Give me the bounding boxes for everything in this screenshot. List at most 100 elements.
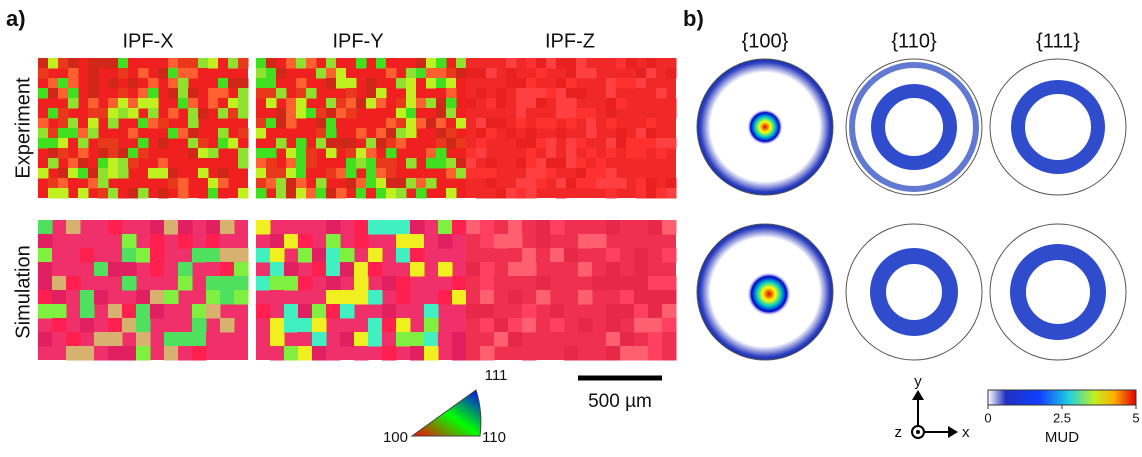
grain	[178, 188, 189, 199]
grain	[566, 108, 577, 119]
panel-label: b)	[683, 6, 704, 31]
grain	[188, 88, 199, 99]
grain	[424, 290, 439, 305]
grain	[354, 276, 369, 291]
grain	[266, 88, 277, 99]
grain	[38, 332, 53, 347]
grain	[88, 178, 99, 189]
grain	[486, 98, 497, 109]
grain	[276, 88, 287, 99]
grain	[452, 332, 467, 347]
grain	[386, 128, 397, 139]
grain	[376, 108, 387, 119]
axis-label: z	[895, 424, 903, 441]
grain	[94, 248, 109, 263]
grain	[592, 262, 607, 277]
grain	[78, 128, 89, 139]
ipf-maps	[38, 58, 677, 361]
grain	[220, 290, 235, 305]
grain	[66, 332, 81, 347]
grain	[98, 188, 109, 199]
grain	[326, 158, 337, 169]
grain	[426, 178, 437, 189]
grain	[406, 178, 417, 189]
grain	[368, 332, 383, 347]
grain	[122, 234, 137, 249]
grain	[396, 168, 407, 179]
grain	[234, 276, 249, 291]
grain	[368, 220, 383, 235]
grain	[636, 148, 647, 159]
grain	[138, 118, 149, 129]
grain	[208, 188, 219, 199]
grain	[138, 148, 149, 159]
grain	[98, 138, 109, 149]
grain	[220, 262, 235, 277]
grain	[356, 188, 367, 199]
grain	[416, 88, 427, 99]
grain	[416, 118, 427, 129]
grain	[286, 108, 297, 119]
grain	[476, 68, 487, 79]
grain	[636, 168, 647, 179]
grain	[298, 304, 313, 319]
grain	[506, 108, 517, 119]
grain	[646, 158, 657, 169]
grain	[80, 346, 95, 361]
grain	[662, 248, 677, 263]
grain	[436, 78, 447, 89]
grain	[266, 108, 277, 119]
grain	[306, 58, 317, 69]
grain	[52, 304, 67, 319]
grain	[636, 78, 647, 89]
grain	[376, 138, 387, 149]
grain	[296, 148, 307, 159]
grain	[666, 188, 677, 199]
grain	[158, 158, 169, 169]
grain	[516, 88, 527, 99]
grain	[564, 248, 579, 263]
grain	[424, 332, 439, 347]
grain	[646, 68, 657, 79]
ipf-key-label: 110	[482, 429, 506, 446]
grain	[466, 234, 481, 249]
grain	[636, 178, 647, 189]
grain	[48, 138, 59, 149]
pole-ring	[871, 84, 957, 170]
grain	[168, 88, 179, 99]
grain	[326, 108, 337, 119]
grain	[606, 168, 617, 179]
grain	[516, 138, 527, 149]
grain	[206, 262, 221, 277]
grain	[296, 58, 307, 69]
grain	[88, 118, 99, 129]
pole-peak	[747, 272, 791, 316]
grain	[376, 128, 387, 139]
grain	[58, 178, 69, 189]
grain	[566, 178, 577, 189]
grain	[648, 276, 663, 291]
grain	[634, 346, 649, 361]
grain	[508, 276, 523, 291]
grain	[316, 68, 327, 79]
grain	[516, 178, 527, 189]
grain	[336, 98, 347, 109]
grain	[656, 128, 667, 139]
grain	[316, 138, 327, 149]
grain	[284, 262, 299, 277]
grain	[550, 318, 565, 333]
grain	[516, 188, 527, 199]
grain	[436, 58, 447, 69]
grain	[326, 138, 337, 149]
grain	[138, 58, 149, 69]
grain	[256, 68, 267, 79]
grain	[326, 168, 337, 179]
grain	[296, 78, 307, 89]
grain	[416, 58, 427, 69]
grain	[228, 98, 239, 109]
grain	[616, 148, 627, 159]
grain	[178, 58, 189, 69]
grain	[108, 148, 119, 159]
grain	[480, 248, 495, 263]
grain	[566, 58, 577, 69]
